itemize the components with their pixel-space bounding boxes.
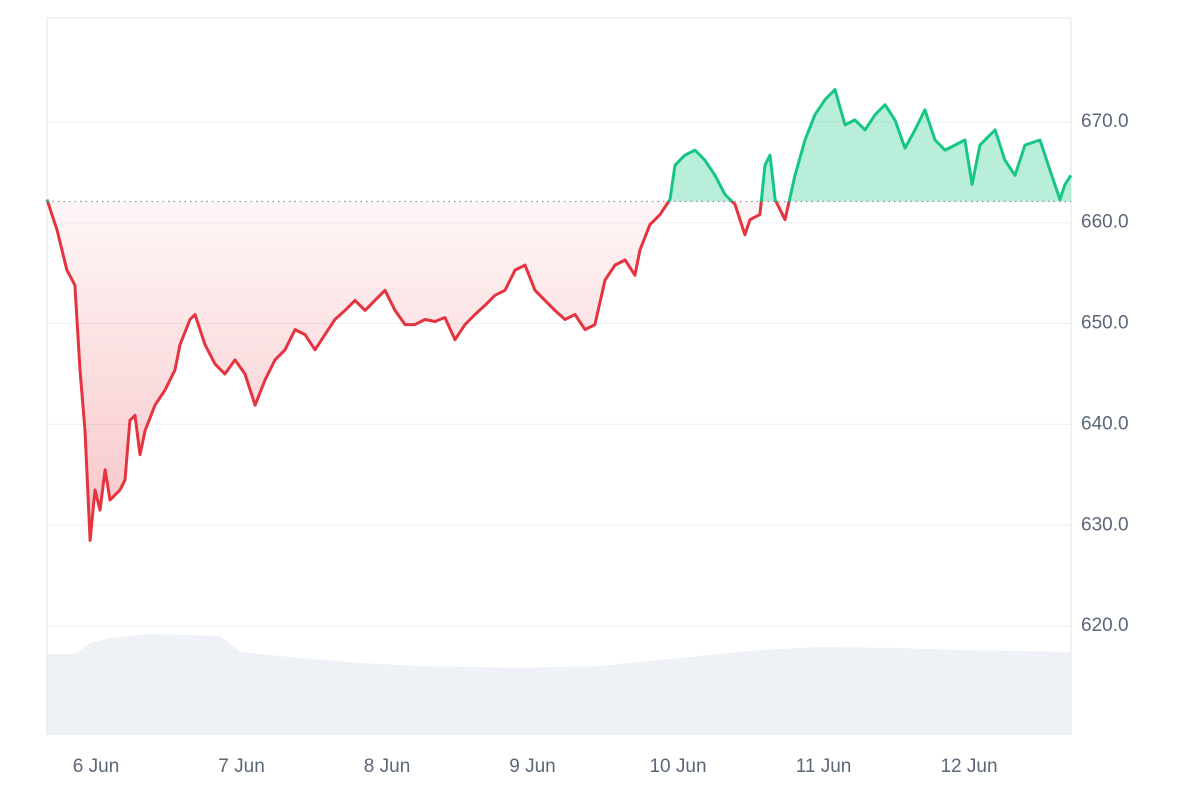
x-tick-label: 8 Jun <box>364 756 410 777</box>
y-tick-label: 640.0 <box>1081 413 1129 434</box>
x-tick-label: 12 Jun <box>940 756 997 777</box>
price-line <box>45 88 1073 542</box>
y-tick-label: 630.0 <box>1081 514 1129 535</box>
price-area <box>47 89 1071 541</box>
y-tick-label: 650.0 <box>1081 313 1129 334</box>
y-tick-label: 660.0 <box>1081 212 1129 233</box>
x-tick-label: 9 Jun <box>509 756 555 777</box>
y-tick-label: 620.0 <box>1081 615 1129 636</box>
y-tick-label: 670.0 <box>1081 111 1129 132</box>
x-tick-label: 11 Jun <box>796 756 852 777</box>
x-tick-label: 6 Jun <box>73 756 119 777</box>
x-tick-label: 10 Jun <box>649 756 706 777</box>
x-tick-label: 7 Jun <box>218 756 264 777</box>
volume-area <box>47 634 1071 735</box>
